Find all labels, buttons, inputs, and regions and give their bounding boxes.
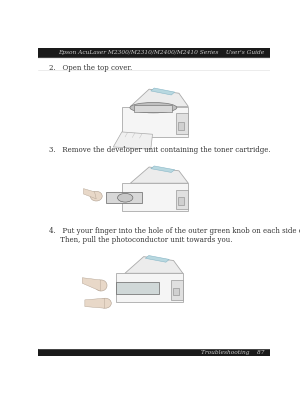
Ellipse shape [95, 280, 107, 291]
Ellipse shape [90, 191, 102, 201]
Bar [134, 105, 172, 112]
Polygon shape [146, 256, 169, 262]
Bar [38, 48, 270, 57]
Bar [178, 122, 184, 130]
Polygon shape [82, 278, 100, 291]
Ellipse shape [99, 298, 111, 308]
Polygon shape [151, 166, 175, 172]
Bar [122, 183, 188, 211]
Polygon shape [125, 257, 183, 273]
Text: 2.   Open the top cover.: 2. Open the top cover. [49, 64, 132, 72]
Bar [38, 348, 270, 356]
Polygon shape [85, 298, 104, 308]
Bar [116, 273, 183, 302]
Bar [176, 114, 188, 134]
Bar [116, 282, 159, 294]
Polygon shape [130, 89, 188, 106]
Bar [176, 190, 188, 209]
Bar [171, 280, 183, 300]
Polygon shape [151, 88, 175, 95]
Text: 4.   Put your finger into the hole of the outer green knob on each side of the p: 4. Put your finger into the hole of the … [49, 227, 300, 244]
Bar [178, 197, 184, 205]
Polygon shape [83, 189, 96, 199]
Text: Epson AcuLaser M2300/M2310/M2400/M2410 Series    User's Guide: Epson AcuLaser M2300/M2310/M2400/M2410 S… [58, 50, 265, 55]
Bar [106, 192, 142, 203]
Text: 3.   Remove the developer unit containing the toner cartridge.: 3. Remove the developer unit containing … [49, 146, 271, 154]
Polygon shape [113, 132, 152, 149]
Polygon shape [130, 167, 188, 183]
Bar [173, 288, 178, 296]
Ellipse shape [130, 102, 177, 113]
Bar [122, 106, 188, 136]
Ellipse shape [118, 194, 133, 202]
Text: Troubleshooting    87: Troubleshooting 87 [201, 350, 265, 355]
